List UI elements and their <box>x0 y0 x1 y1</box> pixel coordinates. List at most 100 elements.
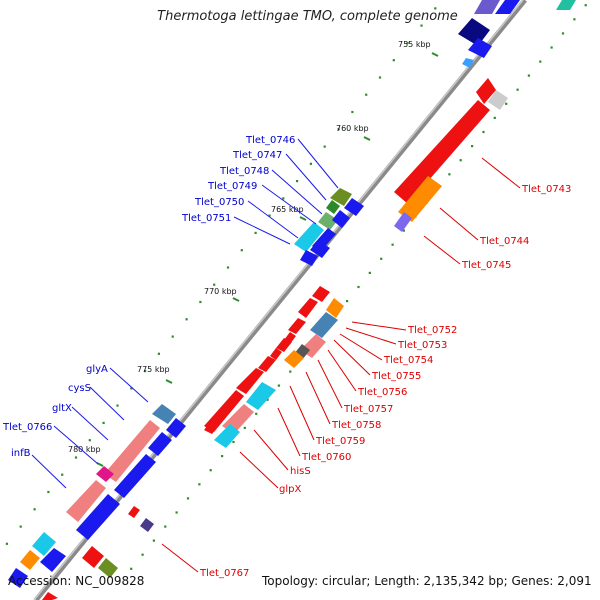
gc-dot <box>471 145 474 148</box>
gene-tlet-0748 <box>318 212 338 230</box>
gc-dot <box>337 128 340 131</box>
gc-dot <box>5 542 8 545</box>
gc-dot <box>493 116 496 119</box>
gc-dot <box>550 46 553 49</box>
connectors-right <box>161 157 521 573</box>
gc-dot <box>380 257 383 260</box>
gc-dot <box>144 370 147 373</box>
gc-dot <box>175 511 178 514</box>
label-cysS: cysS <box>68 383 91 394</box>
gc-dot <box>378 76 382 79</box>
gene-red-c <box>288 318 306 334</box>
gc-dot <box>88 439 91 442</box>
accession-text: Accession: NC_009828 <box>8 574 145 588</box>
gc-dot <box>116 404 119 407</box>
gc-dot <box>47 490 50 494</box>
gene-blue-bottom2 <box>8 568 28 588</box>
gc-dot <box>186 497 190 500</box>
gc-dot <box>309 162 312 165</box>
gc-dot <box>296 180 299 183</box>
gc-dot <box>584 4 587 7</box>
gene-cysS-blue <box>148 432 172 456</box>
gene-tlet-0752 <box>326 298 344 318</box>
gc-dot <box>505 102 508 105</box>
gc-dot <box>573 18 576 21</box>
gene-blue-2 <box>310 240 330 258</box>
gc-dot <box>221 455 224 458</box>
gene-blue-1 <box>468 38 492 58</box>
tick-label-780: 780 kbp <box>68 445 101 454</box>
gc-dot <box>141 553 144 556</box>
gc-dot <box>365 93 368 96</box>
gene-tlet-0743-top <box>476 78 496 104</box>
tick-label-760: 760 kbp <box>336 124 369 133</box>
gc-dot <box>268 214 271 217</box>
label-tlet-0756: Tlet_0756 <box>357 387 407 398</box>
connectors-left <box>31 138 339 489</box>
label-glpX: glpX <box>279 484 301 495</box>
gc-dot <box>391 243 394 246</box>
gene-red-h <box>236 368 264 394</box>
gene-top-teal <box>556 0 576 10</box>
label-tlet-0753: Tlet_0753 <box>397 340 447 351</box>
gc-dot <box>527 74 530 77</box>
label-tlet-0750: Tlet_0750 <box>194 197 244 208</box>
gene-red-i <box>204 420 220 434</box>
gc-dot <box>213 283 216 286</box>
tick-label-765: 765 kbp <box>271 205 304 214</box>
gc-dot <box>323 145 326 148</box>
gene-tlet-0749 <box>332 210 350 228</box>
gene-orange-bottom <box>20 550 40 570</box>
gene-red-b <box>298 298 318 318</box>
gene-tlet-0744 <box>398 176 442 222</box>
gene-glyA <box>152 404 176 424</box>
gc-dot <box>185 318 188 321</box>
gc-dot <box>198 483 201 486</box>
gene-tlet-0750 <box>294 222 324 252</box>
label-tlet-0759: Tlet_0759 <box>315 436 365 447</box>
gc-dot <box>420 24 423 27</box>
gc-dot <box>561 32 565 35</box>
gc-dot <box>516 88 519 91</box>
gc-dot <box>209 469 212 472</box>
gc-dot <box>102 421 105 424</box>
gc-dot <box>240 249 243 252</box>
gc-dot <box>289 370 292 373</box>
gene-blue-bottom <box>40 548 66 572</box>
label-tlet-0748: Tlet_0748 <box>219 166 269 177</box>
reverse-genes <box>42 78 508 600</box>
tick-label-755: 755 kbp <box>398 40 431 49</box>
gene-tlet-0767 <box>128 506 140 518</box>
gene-magenta <box>96 466 114 482</box>
label-glyA: glyA <box>86 364 108 375</box>
gc-dot <box>226 266 230 269</box>
gc-dot <box>130 567 133 570</box>
labels-right: Tlet_0743 Tlet_0744 Tlet_0745 Tlet_0752 … <box>199 184 571 579</box>
gene-tlet-0751b <box>300 250 318 266</box>
gene-tlet-0767-purple <box>140 518 154 532</box>
backbone <box>33 0 527 600</box>
gc-dot <box>130 387 133 390</box>
gc-dot <box>282 197 285 200</box>
gc-dot <box>19 525 22 528</box>
label-hisS: hisS <box>290 466 311 477</box>
gene-tlet-0766 <box>66 480 106 522</box>
gene-tlet-0760 <box>214 424 240 448</box>
gc-dot <box>171 335 174 338</box>
gene-gray <box>488 90 508 110</box>
gc-dot <box>243 426 246 429</box>
topology-text: Topology: circular; Length: 2,135,342 bp… <box>262 574 592 588</box>
gene-gltX <box>114 454 156 498</box>
gene-tlet-0746 <box>344 198 364 216</box>
gene-red-a <box>312 286 330 302</box>
label-tlet-0749: Tlet_0749 <box>207 181 257 192</box>
gene-tlet-0745 <box>394 212 412 232</box>
gc-dot <box>199 300 202 304</box>
label-tlet-0752: Tlet_0752 <box>407 325 457 336</box>
label-tlet-0758: Tlet_0758 <box>331 420 381 431</box>
label-gltX: gltX <box>52 403 72 414</box>
label-tlet-0744: Tlet_0744 <box>479 236 529 247</box>
gc-dot <box>434 7 437 10</box>
map-title: Thermotoga lettingae TMO, complete genom… <box>157 9 458 24</box>
gene-red-g <box>258 356 276 372</box>
